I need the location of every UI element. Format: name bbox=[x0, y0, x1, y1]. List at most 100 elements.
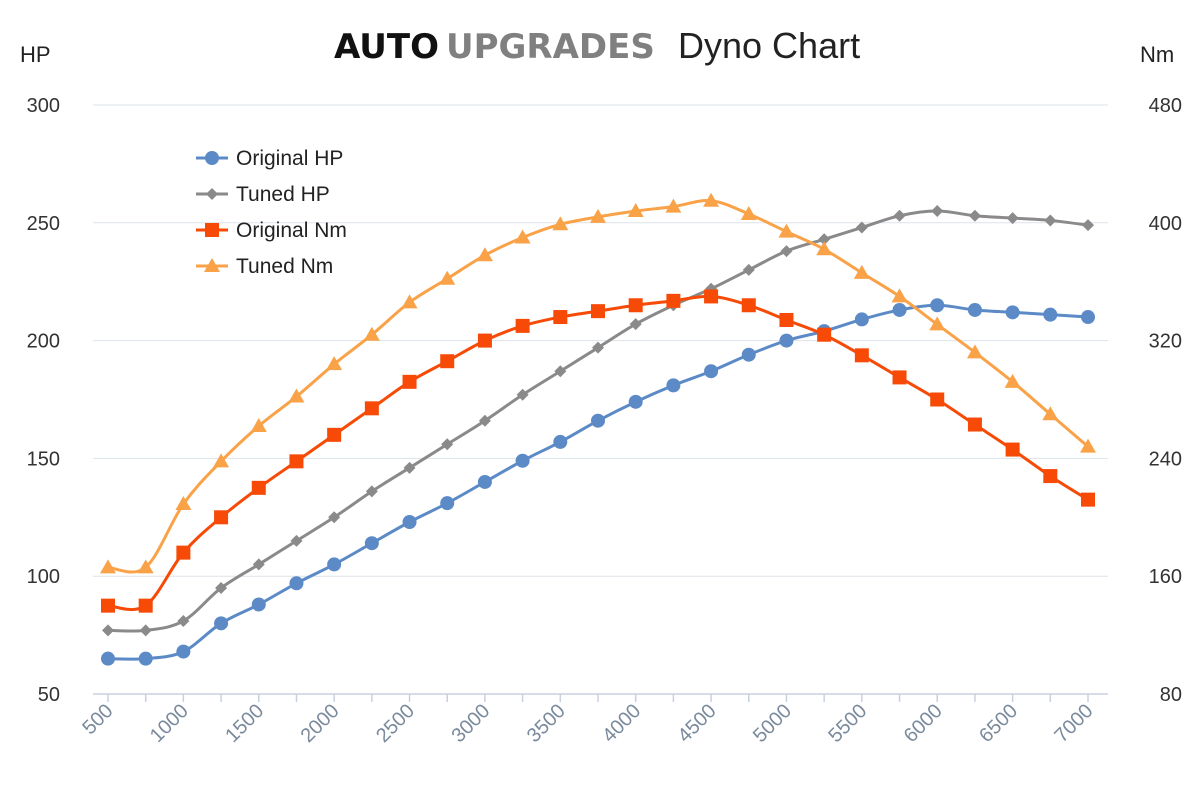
x-tick-label: 4500 bbox=[674, 700, 721, 747]
data-point-original-nm bbox=[364, 401, 379, 416]
series-original-hp bbox=[101, 298, 1095, 666]
data-point-tuned-nm bbox=[100, 559, 116, 574]
legend-label: Original Nm bbox=[236, 219, 347, 242]
x-tick-label: 4000 bbox=[598, 700, 645, 747]
data-point-tuned-nm bbox=[213, 453, 230, 468]
data-point-original-nm bbox=[1043, 469, 1058, 484]
data-point-original-hp bbox=[967, 302, 982, 317]
x-tick-label: 6500 bbox=[975, 700, 1022, 747]
data-point-original-nm bbox=[892, 370, 907, 385]
legend-label: Tuned HP bbox=[236, 183, 330, 206]
data-point-tuned-hp bbox=[554, 365, 567, 378]
data-point-tuned-nm bbox=[627, 203, 644, 218]
data-point-original-nm bbox=[440, 354, 455, 369]
legend-item-tuned-hp[interactable]: Tuned HP bbox=[196, 183, 330, 206]
data-point-tuned-nm bbox=[288, 388, 305, 403]
data-point-tuned-hp bbox=[403, 461, 416, 474]
data-point-original-nm bbox=[741, 298, 756, 313]
data-point-original-nm bbox=[101, 598, 115, 613]
data-point-original-hp bbox=[1081, 310, 1095, 325]
left-y-tick-label: 250 bbox=[27, 213, 60, 235]
legend-marker-original-nm bbox=[205, 223, 219, 237]
left-axis-title: HP bbox=[20, 42, 51, 67]
legend-marker-tuned-nm bbox=[204, 258, 220, 272]
x-tick-label: 5000 bbox=[749, 700, 796, 747]
data-point-tuned-hp bbox=[365, 485, 378, 498]
data-point-tuned-hp bbox=[780, 245, 793, 258]
data-point-tuned-hp bbox=[592, 341, 604, 354]
data-point-original-hp bbox=[741, 347, 756, 362]
data-point-original-hp bbox=[327, 557, 342, 572]
data-point-original-hp bbox=[176, 644, 191, 659]
data-point-original-nm bbox=[628, 298, 643, 313]
data-point-tuned-hp bbox=[139, 624, 152, 637]
left-y-tick-label: 300 bbox=[27, 95, 60, 117]
data-point-tuned-nm bbox=[552, 216, 569, 231]
right-y-tick-label: 80 bbox=[1160, 684, 1182, 706]
brand-upgrades: UPGRADES bbox=[446, 27, 655, 67]
data-point-original-hp bbox=[854, 312, 869, 327]
data-point-original-nm bbox=[930, 392, 945, 407]
right-y-tick-label: 320 bbox=[1149, 331, 1182, 353]
data-point-original-hp bbox=[515, 453, 530, 468]
data-point-tuned-nm bbox=[137, 559, 154, 574]
data-point-tuned-hp bbox=[1006, 212, 1019, 225]
x-tick-label: 1500 bbox=[221, 700, 268, 747]
x-tick-label: 6000 bbox=[900, 700, 947, 747]
right-y-tick-label: 160 bbox=[1149, 566, 1182, 588]
brand-auto: AUTO bbox=[334, 27, 439, 67]
data-point-tuned-nm bbox=[778, 223, 795, 238]
data-point-original-hp bbox=[402, 515, 417, 530]
legend-marker-tuned-hp bbox=[206, 188, 218, 200]
data-point-original-nm bbox=[138, 598, 153, 613]
data-point-original-hp bbox=[477, 474, 492, 489]
data-point-tuned-nm bbox=[891, 288, 908, 303]
data-point-original-nm bbox=[1081, 492, 1095, 507]
data-point-tuned-hp bbox=[855, 221, 868, 234]
data-point-original-hp bbox=[779, 333, 794, 348]
data-point-original-hp bbox=[440, 496, 455, 511]
legend-item-original-hp[interactable]: Original HP bbox=[196, 147, 343, 170]
data-point-original-hp bbox=[364, 536, 379, 551]
legend-item-tuned-nm[interactable]: Tuned Nm bbox=[196, 255, 333, 278]
data-point-tuned-hp bbox=[441, 438, 454, 451]
data-point-original-hp bbox=[930, 298, 945, 313]
data-point-tuned-hp bbox=[177, 614, 190, 627]
data-point-original-nm bbox=[402, 374, 417, 389]
right-y-tick-label: 480 bbox=[1149, 95, 1182, 117]
x-tick-label: 3500 bbox=[523, 700, 570, 747]
data-point-original-hp bbox=[628, 394, 643, 409]
data-point-tuned-nm bbox=[966, 344, 983, 359]
data-point-original-hp bbox=[289, 576, 304, 591]
right-y-tick-label: 240 bbox=[1149, 448, 1182, 470]
left-y-tick-label: 200 bbox=[27, 331, 60, 353]
legend-item-original-nm[interactable]: Original Nm bbox=[196, 219, 347, 242]
legend-label: Tuned Nm bbox=[236, 255, 333, 278]
data-point-tuned-nm bbox=[816, 241, 833, 256]
data-point-original-hp bbox=[1043, 307, 1058, 322]
x-tick-label: 3000 bbox=[447, 700, 494, 747]
x-tick-label: 7000 bbox=[1051, 700, 1098, 747]
data-point-tuned-nm bbox=[363, 326, 380, 341]
data-point-original-nm bbox=[591, 304, 605, 319]
data-point-original-nm bbox=[553, 310, 568, 325]
gridlines bbox=[93, 104, 1108, 577]
data-point-tuned-nm bbox=[1004, 373, 1021, 388]
data-point-tuned-hp bbox=[290, 534, 303, 547]
legend[interactable]: Original HP Tuned HP Original Nm Tuned Nm bbox=[196, 147, 347, 278]
series-original-nm bbox=[101, 289, 1095, 613]
data-point-original-nm bbox=[515, 318, 530, 333]
data-point-original-nm bbox=[327, 427, 342, 442]
series-tuned-nm bbox=[100, 192, 1096, 574]
data-point-original-nm bbox=[289, 454, 304, 469]
data-point-tuned-hp bbox=[968, 209, 981, 222]
data-point-original-nm bbox=[704, 289, 719, 304]
data-point-original-nm bbox=[779, 312, 794, 327]
data-point-original-nm bbox=[477, 333, 492, 348]
data-point-tuned-hp bbox=[516, 388, 529, 401]
data-point-original-nm bbox=[854, 348, 869, 363]
x-tick-label: 1000 bbox=[146, 700, 193, 747]
right-axis-title: Nm bbox=[1140, 42, 1174, 67]
x-tick-label: 2500 bbox=[372, 700, 419, 747]
data-point-tuned-nm bbox=[439, 270, 456, 285]
